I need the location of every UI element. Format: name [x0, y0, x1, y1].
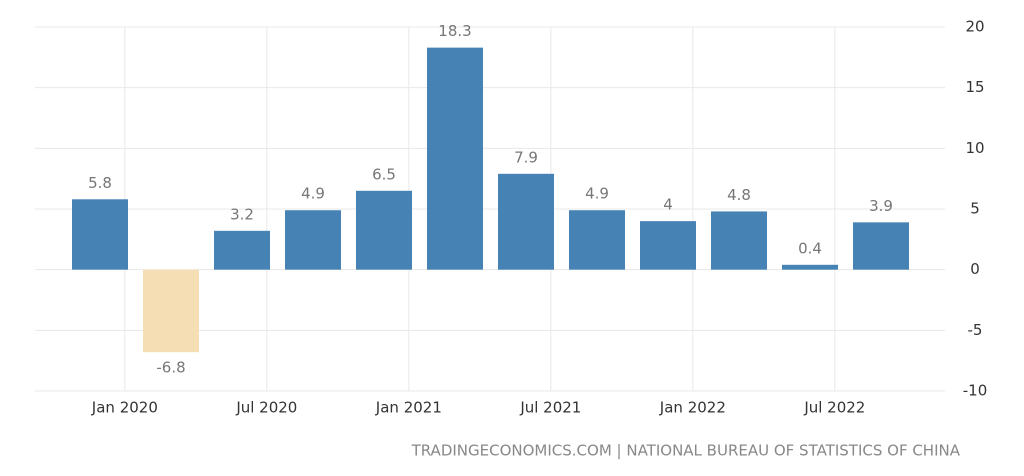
- y-tick-label: 20: [965, 18, 984, 36]
- x-tick-label: Jan 2022: [659, 399, 726, 417]
- value-label: 0.4: [798, 239, 822, 257]
- bar: [569, 210, 625, 270]
- value-label: 18.3: [438, 22, 471, 40]
- x-tick-label: Jan 2021: [375, 399, 442, 417]
- x-tick-label: Jul 2022: [803, 399, 865, 417]
- y-tick-label: 5: [970, 200, 980, 218]
- y-tick-label: 10: [965, 139, 984, 157]
- bar: [143, 269, 199, 353]
- bar: [214, 230, 270, 270]
- bar: [711, 211, 767, 270]
- y-tick-label: 15: [965, 78, 984, 96]
- source: TRADINGECONOMICS.COM | NATIONAL BUREAU O…: [411, 442, 961, 460]
- x-tick-label: Jul 2021: [519, 399, 581, 417]
- value-label: 7.9: [514, 148, 538, 166]
- bar: [285, 210, 341, 270]
- bar: [427, 47, 483, 270]
- bar: [853, 222, 909, 270]
- value-label: 5.8: [88, 174, 112, 192]
- bar: [356, 190, 412, 270]
- y-tick-label: 0: [970, 260, 980, 278]
- bar: [640, 221, 696, 270]
- y-tick-label: -5: [968, 321, 983, 339]
- value-label: -6.8: [156, 359, 185, 377]
- value-label: 3.9: [869, 197, 893, 215]
- x-tick-label: Jul 2020: [235, 399, 297, 417]
- value-label: 4.9: [585, 185, 609, 203]
- y-tick-label: -10: [963, 382, 988, 400]
- value-label: 4.8: [727, 186, 751, 204]
- bar: [498, 173, 554, 270]
- bar: [782, 264, 838, 270]
- value-label: 3.2: [230, 205, 254, 223]
- x-tick-label: Jan 2020: [91, 399, 158, 417]
- value-label: 4.9: [301, 185, 325, 203]
- value-label: 4: [663, 196, 673, 214]
- value-label: 6.5: [372, 165, 396, 183]
- bar: [72, 199, 128, 270]
